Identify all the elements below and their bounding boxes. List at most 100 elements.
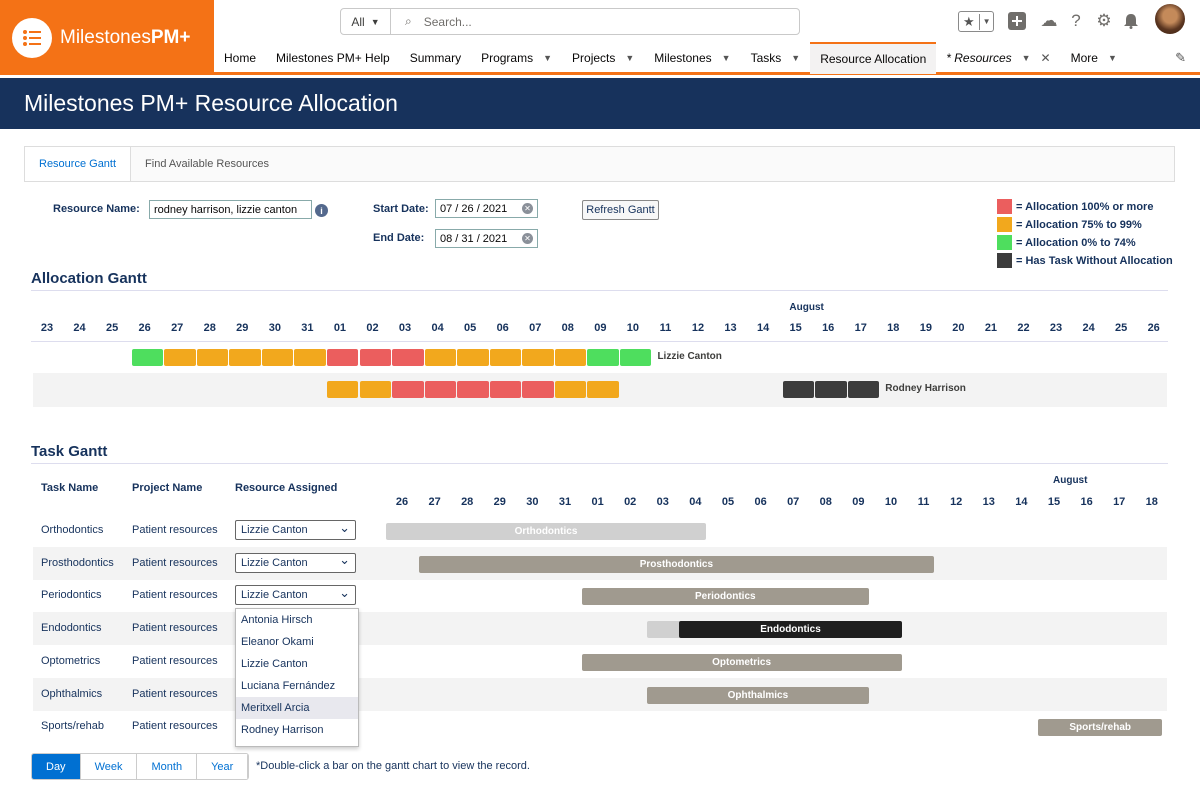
day-label: 09 <box>852 496 865 508</box>
task-bar[interactable]: Periodontics <box>581 588 869 606</box>
chevron-down-icon[interactable]: ▼ <box>1021 52 1031 63</box>
search-scope-select[interactable]: All ▼ <box>341 9 391 34</box>
chevron-down-icon[interactable]: ▼ <box>543 52 553 63</box>
dropdown-option[interactable]: Lizzie Canton <box>241 658 308 670</box>
chevron-down-icon: ⌄ <box>339 519 350 535</box>
nav-item-tasks[interactable]: Tasks ▼ <box>741 42 811 74</box>
task-bar[interactable]: Endodontics <box>679 621 902 639</box>
global-search[interactable]: All ▼ ⌕ Search... <box>340 8 800 35</box>
chevron-down-icon: ⌄ <box>339 552 350 568</box>
nav-item-projects[interactable]: Projects ▼ <box>562 42 644 74</box>
day-label: 11 <box>917 496 930 508</box>
project-name: Patient resources <box>132 720 218 733</box>
clear-icon[interactable]: ✕ <box>522 203 533 214</box>
nav-item-summary[interactable]: Summary <box>400 42 471 74</box>
dropdown-option[interactable]: Luciana Fernández <box>241 680 336 692</box>
checklist-icon <box>12 17 52 58</box>
task-bar[interactable]: Orthodontics <box>386 523 706 540</box>
view-year-button[interactable]: Year <box>197 754 249 779</box>
edit-nav-icon[interactable]: ✎ <box>1175 49 1186 65</box>
nav-item-home[interactable]: Home <box>214 42 266 74</box>
view-week-button[interactable]: Week <box>80 754 138 779</box>
resource-assigned-header: Resource Assigned <box>235 482 338 494</box>
nav-item-milestones[interactable]: Milestones ▼ <box>644 42 740 74</box>
add-icon[interactable] <box>1007 11 1027 31</box>
tab-resource-gantt[interactable]: Resource Gantt <box>25 147 132 181</box>
chevron-down-icon[interactable]: ▼ <box>791 52 801 63</box>
resource-select-value: Lizzie Canton <box>241 524 308 536</box>
nav-item-milestones-pm-help[interactable]: Milestones PM+ Help <box>266 42 400 74</box>
day-label: 07 <box>787 496 800 508</box>
task-bar[interactable]: Prosthodontics <box>418 555 935 573</box>
view-month-button[interactable]: Month <box>137 754 198 779</box>
resource-dropdown-list[interactable]: Antonia Hirsch Eleanor Okami Lizzie Canton… <box>235 608 359 747</box>
tab-find-available-resources[interactable]: Find Available Resources <box>145 158 269 170</box>
start-date-label: Start Date: <box>373 203 429 215</box>
nav-item-resource-allocation[interactable]: Resource Allocation <box>810 41 937 74</box>
chevron-down-icon[interactable]: ▼ <box>721 52 731 63</box>
nav-item-label: Programs <box>481 50 534 65</box>
task-name-header: Task Name <box>41 482 99 494</box>
day-label: 15 <box>1047 496 1061 508</box>
legend-item: = Allocation 100% or more <box>997 199 1153 214</box>
resource-select[interactable]: Lizzie Canton ⌄ <box>235 552 356 573</box>
dropdown-option[interactable]: Antonia Hirsch <box>241 614 313 626</box>
resource-name-input[interactable]: rodney harrison, lizzie canton <box>149 200 312 219</box>
day-label: 26 <box>395 496 409 508</box>
tab-bar: Resource Gantt Find Available Resources <box>24 146 1175 182</box>
page-title: Milestones PM+ Resource Allocation <box>0 78 1200 129</box>
day-label: 29 <box>493 496 506 508</box>
view-day-button[interactable]: Day <box>32 754 81 779</box>
day-label: 28 <box>461 496 474 508</box>
gear-icon[interactable]: ⚙ <box>1096 11 1112 30</box>
start-date-input[interactable]: 07 / 26 / 2021 ✕ <box>435 199 538 218</box>
project-name: Patient resources <box>132 622 218 635</box>
dropdown-option[interactable]: Eleanor Okami <box>241 636 314 648</box>
favorites-button[interactable]: ★ ▼ <box>958 11 994 32</box>
dropdown-option[interactable]: Meritxell Arcia <box>236 697 358 719</box>
task-bar[interactable]: Optometrics <box>581 653 902 671</box>
chevron-down-icon[interactable]: ▼ <box>1107 52 1117 63</box>
info-icon[interactable]: i <box>315 204 328 217</box>
day-label: 30 <box>526 496 539 508</box>
nav-item-programs[interactable]: Programs ▼ <box>471 42 562 74</box>
bell-icon[interactable] <box>1121 11 1141 31</box>
project-name: Patient resources <box>132 654 218 667</box>
chevron-down-icon[interactable]: ▼ <box>625 52 635 63</box>
day-label: 12 <box>950 496 963 508</box>
day-label: 13 <box>982 496 995 508</box>
close-icon[interactable]: ✕ <box>1040 50 1051 65</box>
end-date-input[interactable]: 08 / 31 / 2021 ✕ <box>435 229 538 248</box>
help-icon[interactable]: ? <box>1071 11 1081 30</box>
resource-name-label: Resource Name: <box>53 203 140 215</box>
resource-select-value: Lizzie Canton <box>241 556 308 569</box>
clear-icon[interactable]: ✕ <box>522 233 533 244</box>
trailhead-icon[interactable]: ☁ <box>1040 11 1058 30</box>
resource-select[interactable]: Lizzie Canton ⌄ <box>235 520 356 540</box>
task-name: Optometrics <box>41 654 101 667</box>
nav-item-resources[interactable]: * Resources ▼ ✕ <box>936 42 1060 74</box>
nav-bar: Home Milestones PM+ Help Summary Programs ▼ P… <box>214 41 1200 75</box>
task-bar[interactable]: Ophthalmics <box>646 686 869 704</box>
day-label: 10 <box>884 496 898 508</box>
nav-item-more[interactable]: More ▼ <box>1061 42 1127 74</box>
allocation-gantt-title: Allocation Gantt <box>31 270 147 287</box>
resource-select[interactable]: Lizzie Canton ⌄ <box>235 585 356 606</box>
project-name: Patient resources <box>132 524 218 536</box>
legend-label: = Allocation 75% to 99% <box>1016 218 1142 231</box>
day-label: 18 <box>1145 496 1158 508</box>
day-label: 04 <box>689 496 702 508</box>
project-name: Patient resources <box>132 687 218 700</box>
avatar[interactable] <box>1155 4 1185 34</box>
task-bar[interactable]: Sports/rehab <box>1038 719 1163 737</box>
task-bar-pre[interactable] <box>646 621 682 639</box>
legend-swatch <box>997 217 1012 232</box>
view-toggle: Day Week Month Year <box>31 753 250 780</box>
app-logo[interactable]: MilestonesPM+ <box>0 0 214 75</box>
gantt-note: *Double-click a bar on the gantt chart t… <box>256 760 530 772</box>
task-name: Sports/rehab <box>41 720 104 733</box>
day-label: 02 <box>624 496 637 508</box>
dropdown-option[interactable]: Rodney Harrison <box>241 724 324 736</box>
search-input[interactable]: Search... <box>423 14 472 29</box>
refresh-gantt-button[interactable]: Refresh Gantt <box>582 200 659 220</box>
